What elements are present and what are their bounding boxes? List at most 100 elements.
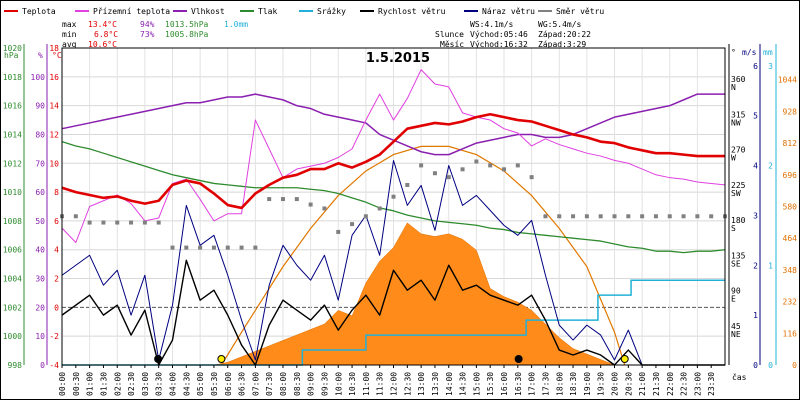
wind-gust-info: WG:5.4m/s <box>538 20 582 29</box>
radiation-tick-label: 464 <box>783 234 798 243</box>
series-wind-speed-line <box>61 259 725 366</box>
stats-block: max 13.4°C 94% 1013.5hPa 1.0mm min 6.8°C… <box>62 20 248 49</box>
legend: Teplota Přízemní teplota Vlhkost Tlak Srážky… <box>4 7 604 16</box>
direction-cardinal-label: E <box>731 295 736 304</box>
series-wind-direction-point <box>142 220 147 225</box>
series-wind-direction-point <box>336 229 341 234</box>
time-tick-label: 11:30 <box>376 372 385 396</box>
stats-avg-label: avg <box>62 40 77 49</box>
time-tick-label: 08:00 <box>279 372 288 396</box>
series-rain-line <box>62 279 725 366</box>
hpa-tick-label: 1000 <box>3 332 22 341</box>
temp-tick-label: 16 <box>49 73 59 82</box>
astro-info: WS:4.1m/s WG:5.4m/s Slunce Východ:05:46 … <box>435 20 591 49</box>
time-tick-label: 23:00 <box>693 372 702 396</box>
time-tick-label: 18:00 <box>555 372 564 396</box>
temp-tick-label: 0 <box>54 303 59 312</box>
rain-tick-label: 2 <box>768 162 773 171</box>
wind-tick-label: 4 <box>753 162 758 171</box>
series-wind-direction-point <box>322 206 327 211</box>
moonrise-marker <box>514 355 523 363</box>
series-wind-direction-point <box>681 214 686 219</box>
radiation-tick-label: 696 <box>783 171 798 180</box>
series-wind-direction-point <box>156 220 161 225</box>
time-tick-label: 04:00 <box>169 372 178 396</box>
humidity-tick-label: 20 <box>35 303 45 312</box>
time-tick-label: 16:30 <box>514 372 523 396</box>
sunrise-marker <box>217 355 226 363</box>
stats-avg-temp: 10.6°C <box>88 40 117 49</box>
series-wind-direction-point <box>667 214 672 219</box>
time-tick-label: 22:00 <box>666 372 675 396</box>
humidity-tick-label: 30 <box>35 275 45 284</box>
time-tick-label: 17:00 <box>528 372 537 396</box>
direction-unit-label: ° <box>731 48 736 57</box>
series-wind-direction-point <box>308 202 313 207</box>
sunrise-info: Východ:05:46 <box>470 30 528 39</box>
time-tick-label: 00:00 <box>58 372 67 396</box>
rain-unit-label: mm <box>763 48 773 57</box>
series-ground-temp-line <box>61 69 726 244</box>
time-tick-label: 14:00 <box>445 372 454 396</box>
time-tick-label: 22:30 <box>680 372 689 396</box>
radiation-tick-label: 0 <box>792 361 797 370</box>
hpa-tick-label: 1012 <box>3 159 22 168</box>
legend-label: Rychlost větru <box>378 7 446 16</box>
hpa-tick-label: 1006 <box>3 246 22 255</box>
radiation-tick-label: 928 <box>783 107 798 116</box>
legend-label: Srážky <box>317 7 346 16</box>
series-wind-direction-point <box>584 214 589 219</box>
series-wind-direction-point <box>488 163 493 168</box>
temp-tick-label: 12 <box>49 130 59 139</box>
time-tick-label: 07:00 <box>251 372 260 396</box>
radiation-tick-label: 116 <box>783 329 798 338</box>
time-tick-label: 21:30 <box>652 372 661 396</box>
hpa-tick-label: 1016 <box>3 102 22 111</box>
humidity-tick-label: 50 <box>35 217 45 226</box>
radiation-tick-label: 348 <box>783 266 798 275</box>
series-wind-direction-point <box>170 245 175 250</box>
series-wind-direction-point <box>281 197 285 202</box>
time-tick-label: 20:00 <box>611 372 620 396</box>
time-tick-label: 06:30 <box>238 372 247 396</box>
time-tick-label: 20:30 <box>624 372 633 396</box>
legend-label: Přízemní teplota <box>93 7 170 16</box>
series-wind-direction-point <box>391 194 396 199</box>
hpa-tick-label: 1018 <box>3 73 22 82</box>
temp-tick-label: 10 <box>49 159 59 168</box>
time-tick-label: 03:30 <box>155 372 164 396</box>
legend-label: Vlhkost <box>191 7 225 16</box>
time-tick-label: 05:30 <box>210 372 219 396</box>
time-tick-label: 19:00 <box>583 372 592 396</box>
temp-tick-label: -2 <box>49 332 59 341</box>
time-tick-label: 09:30 <box>320 372 329 396</box>
sunset-info: Západ:20:22 <box>538 30 591 39</box>
series-wind-direction-point <box>363 214 368 219</box>
time-tick-label: 23:30 <box>707 372 716 396</box>
series-wind-direction-point <box>377 206 382 211</box>
temp-tick-label: 8 <box>54 188 59 197</box>
series-wind-direction-point <box>350 222 355 227</box>
time-tick-label: 13:00 <box>417 372 426 396</box>
time-tick-label: 15:00 <box>472 372 481 396</box>
hpa-tick-label: 998 <box>8 361 23 370</box>
temp-tick-label: 4 <box>54 246 59 255</box>
radiation-tick-label: 232 <box>783 298 798 307</box>
series-wind-direction-point <box>253 245 258 250</box>
temp-tick-label: 14 <box>49 102 59 111</box>
stats-max-rain: 1.0mm <box>224 20 248 29</box>
series-layer <box>60 69 727 366</box>
series-wind-direction-point <box>529 175 534 180</box>
time-unit-label: čas <box>732 372 747 382</box>
series-wind-direction-point <box>129 220 134 225</box>
time-tick-label: 00:30 <box>72 372 81 396</box>
humidity-tick-label: 100 <box>31 73 46 82</box>
humidity-tick-label: 0 <box>40 361 45 370</box>
time-tick-label: 19:30 <box>597 372 606 396</box>
marker-layer <box>154 355 629 363</box>
temp-tick-label: 18 <box>49 44 59 53</box>
direction-tick-label: 225 <box>731 181 746 190</box>
hpa-tick-label: 1020 <box>3 44 22 53</box>
time-tick-label: 18:30 <box>569 372 578 396</box>
series-wind-direction-point <box>267 197 272 202</box>
